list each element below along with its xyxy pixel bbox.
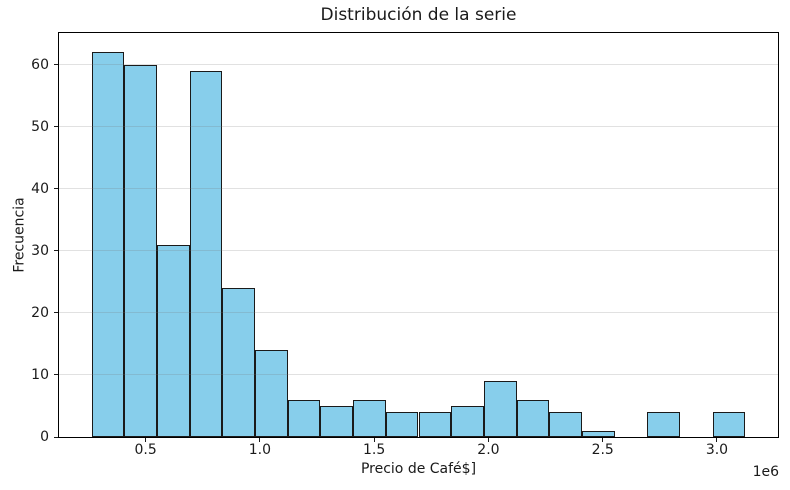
x-tick-label: 1.0 <box>248 442 271 458</box>
y-tick-label: 50 <box>31 118 49 135</box>
histogram-bar <box>222 288 256 437</box>
x-tick-label: 3.0 <box>705 442 729 458</box>
y-gridline <box>59 311 778 313</box>
x-axis-label: Precio de Café$] <box>360 461 477 477</box>
y-tick <box>54 126 58 128</box>
x-tick-label: 1.5 <box>363 442 386 458</box>
histogram-bar <box>418 412 452 437</box>
y-gridline <box>59 63 778 65</box>
y-gridline <box>59 373 778 375</box>
x-tick <box>602 438 604 442</box>
x-tick-label: 2.0 <box>477 442 500 458</box>
y-gridline <box>59 249 778 251</box>
histogram-bar <box>124 64 158 437</box>
x-tick <box>259 438 261 442</box>
y-gridline <box>59 125 778 127</box>
x-tick <box>487 438 489 442</box>
histogram-bar <box>157 244 190 437</box>
y-tick-label: 10 <box>31 366 49 383</box>
plot-area <box>58 32 779 438</box>
histogram-bar <box>353 399 386 437</box>
y-gridline <box>59 187 778 189</box>
histogram-bar <box>320 405 354 437</box>
y-tick-label: 60 <box>31 56 49 73</box>
y-tick <box>54 374 58 376</box>
histogram-bar <box>287 399 321 437</box>
histogram-bar <box>647 412 680 437</box>
y-tick <box>54 64 58 66</box>
y-tick-label: 30 <box>31 242 49 259</box>
histogram-bar <box>483 381 517 437</box>
histogram-bar <box>255 350 288 437</box>
x-tick <box>145 438 147 442</box>
y-tick <box>54 312 58 314</box>
histogram-bar <box>549 412 582 437</box>
histogram-bar <box>189 70 223 437</box>
x-tick-label: 2.5 <box>591 442 614 458</box>
histogram-bar <box>385 412 419 437</box>
x-axis-offset-label: 1e6 <box>752 464 779 480</box>
x-tick <box>373 438 375 442</box>
x-tick <box>716 438 718 442</box>
histogram-bar <box>91 52 125 437</box>
y-tick-label: 40 <box>31 180 49 197</box>
y-tick-label: 20 <box>31 304 49 321</box>
y-axis-label: Frecuencia <box>11 197 28 273</box>
y-tick <box>54 436 58 438</box>
y-tick <box>54 250 58 252</box>
x-tick-label: 0.5 <box>134 442 157 458</box>
histogram-bar <box>451 405 484 437</box>
histogram-bar <box>581 430 615 437</box>
y-tick-label: 0 <box>40 429 49 445</box>
y-tick <box>54 188 58 190</box>
histogram-bar <box>712 412 746 437</box>
histogram-bar <box>516 399 550 437</box>
chart-title: Distribución de la serie <box>320 5 517 25</box>
